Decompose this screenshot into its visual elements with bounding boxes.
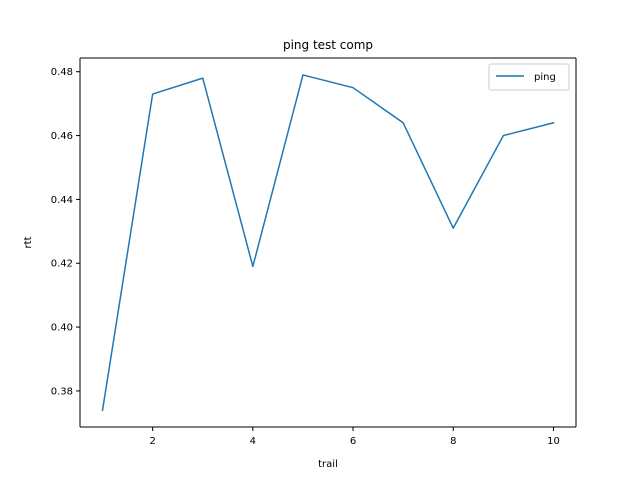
data-point (302, 74, 304, 76)
y-tick-label: 0.44 (51, 195, 73, 206)
y-tick-label: 0.40 (51, 323, 73, 334)
data-point (552, 122, 555, 124)
data-point (402, 122, 404, 124)
series-line-ping (101, 74, 555, 411)
x-axis-label: trail (318, 459, 338, 470)
x-tick-label: 2 (149, 436, 155, 447)
data-point (502, 134, 504, 137)
data-point (452, 227, 454, 229)
legend-label-ping: ping (534, 72, 556, 83)
y-axis-ticks: 0.38 0.40 0.42 0.44 0.46 0.48 (51, 67, 80, 397)
plot-area (80, 58, 576, 427)
y-tick-label: 0.46 (51, 131, 73, 142)
data-point (352, 87, 354, 89)
y-tick-label: 0.42 (51, 259, 73, 270)
legend: ping (488, 63, 570, 91)
y-tick-label: 0.48 (51, 67, 73, 78)
data-point (252, 265, 254, 268)
chart-title: ping test comp (283, 38, 373, 52)
axes-frame (79, 57, 577, 428)
data-point (202, 77, 204, 79)
x-tick-label: 10 (547, 436, 560, 447)
y-axis-label: rtt (23, 236, 34, 248)
x-tick-label: 6 (350, 436, 356, 447)
data-point (152, 93, 154, 95)
y-tick-label: 0.38 (51, 386, 73, 397)
x-tick-label: 4 (250, 436, 256, 447)
x-axis-ticks: 2 4 6 8 10 (149, 427, 560, 447)
series-layer (101, 74, 555, 411)
data-point (101, 409, 104, 411)
legend-box (488, 63, 570, 91)
x-tick-label: 8 (450, 436, 456, 447)
